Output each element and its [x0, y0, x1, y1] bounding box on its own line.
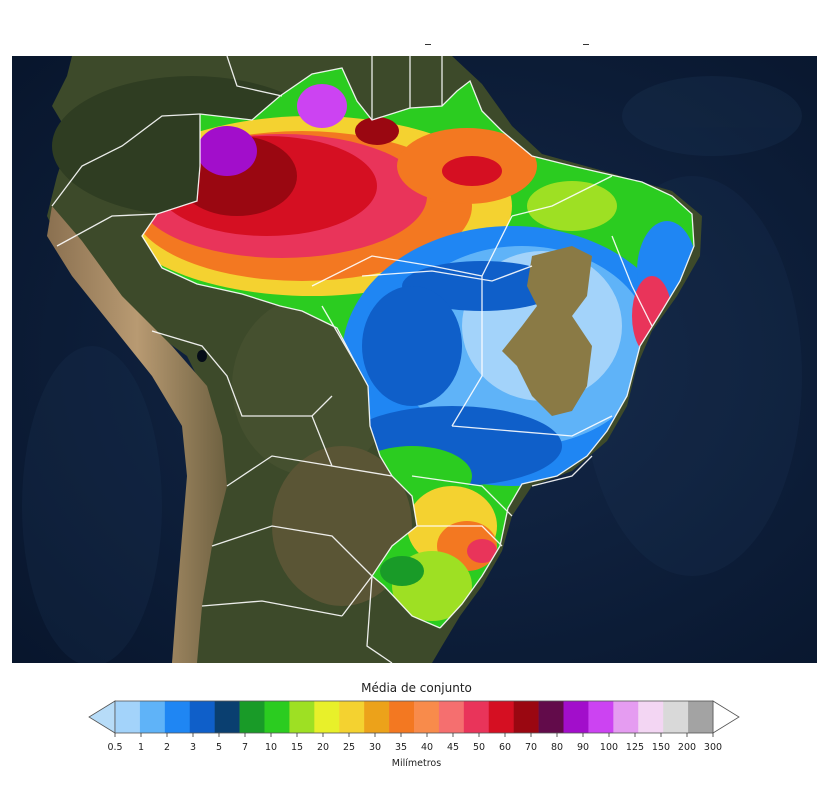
- colorbar: Média de conjunto 0.5 1 2 3 5 7 10 15 20 25 30 35 40…: [0, 676, 833, 788]
- colorbar-tick-label: 100: [599, 742, 619, 753]
- precipitation-map: [12, 56, 817, 663]
- colorbar-tick-label: 50: [472, 742, 486, 753]
- colorbar-extend-min: [88, 700, 116, 734]
- colorbar-tick-label: 2: [163, 742, 171, 753]
- colorbar-swatch: [538, 701, 564, 733]
- colorbar-swatch: [463, 701, 490, 733]
- colorbar-swatch: [688, 701, 714, 733]
- map-svg: [12, 56, 817, 663]
- top-tick-mark: [425, 44, 431, 45]
- colorbar-swatch: [364, 701, 390, 733]
- colorbar-tick-label: 30: [368, 742, 382, 753]
- colorbar-scale: [88, 700, 740, 737]
- colorbar-tick-label: 10: [264, 742, 278, 753]
- colorbar-tick-label: 45: [446, 742, 460, 753]
- andes-region: [47, 206, 227, 663]
- colorbar-tick-label: 90: [576, 742, 590, 753]
- colorbar-tick-label: 40: [420, 742, 434, 753]
- colorbar-swatch: [314, 701, 340, 733]
- colorbar-swatch: [663, 701, 689, 733]
- colorbar-swatch: [588, 701, 614, 733]
- political-borders: [51, 56, 695, 663]
- colorbar-tick-label: 3: [189, 742, 197, 753]
- colorbar-swatch: [563, 701, 589, 733]
- colorbar-units: Milímetros: [391, 758, 442, 769]
- colorbar-title: Média de conjunto: [361, 681, 472, 695]
- colorbar-swatch: [115, 701, 141, 733]
- colorbar-swatch: [289, 701, 315, 733]
- colorbar-tick-label: 35: [394, 742, 408, 753]
- colorbar-tick-label: 1: [137, 742, 145, 753]
- colorbar-swatch: [513, 701, 539, 733]
- colorbar-swatch: [339, 701, 365, 733]
- colorbar-tick-label: 300: [703, 742, 723, 753]
- colorbar-swatch: [389, 701, 415, 733]
- colorbar-tick-label: 5: [215, 742, 223, 753]
- colorbar-swatch: [214, 701, 240, 733]
- colorbar-swatch: [613, 701, 639, 733]
- lake-titicaca: [197, 350, 207, 362]
- colorbar-tick-label: 20: [316, 742, 330, 753]
- colorbar-swatch: [438, 701, 465, 733]
- colorbar-tick-label: 125: [625, 742, 645, 753]
- colorbar-tick-label: 15: [290, 742, 304, 753]
- colorbar-tick-label: 25: [342, 742, 356, 753]
- colorbar-tick-label: 200: [677, 742, 697, 753]
- colorbar-swatch: [189, 701, 215, 733]
- colorbar-border: [114, 700, 714, 734]
- colorbar-swatch: [638, 701, 664, 733]
- colorbar-swatch: [239, 701, 265, 733]
- colorbar-swatch: [488, 701, 514, 733]
- colorbar-tick-label: 60: [498, 742, 512, 753]
- colorbar-tick-label: 0.5: [107, 742, 123, 753]
- colorbar-tick-label: 7: [241, 742, 249, 753]
- top-tick-mark: [583, 44, 589, 45]
- colorbar-tick-label: 150: [651, 742, 671, 753]
- colorbar-tick-label: 70: [524, 742, 538, 753]
- colorbar-swatch: [139, 701, 166, 733]
- colorbar-swatch: [264, 701, 290, 733]
- colorbar-swatch: [414, 701, 440, 733]
- colorbar-extend-max: [712, 700, 740, 734]
- colorbar-swatch: [164, 701, 191, 733]
- colorbar-tick-label: 80: [550, 742, 564, 753]
